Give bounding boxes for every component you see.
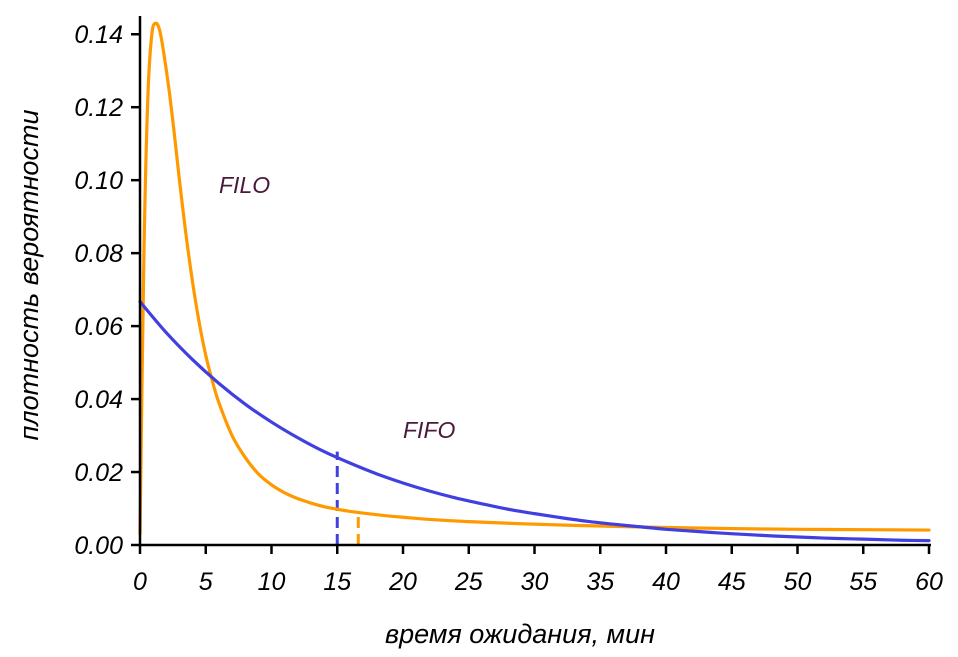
x-tick-label-60: 60 — [915, 568, 943, 596]
y-axis-title: плотность вероятности — [14, 110, 44, 441]
plot-area — [138, 21, 931, 545]
x-tick-label-50: 50 — [784, 568, 812, 596]
annotation-filo: FILO — [219, 172, 270, 198]
y-tick-label-1: 0.02 — [74, 459, 123, 487]
x-tick-label-35: 35 — [586, 568, 614, 596]
x-tick-label-45: 45 — [718, 568, 746, 596]
x-tick-label-0: 0 — [133, 568, 147, 596]
y-tick-label-7: 0.14 — [74, 21, 123, 49]
x-tick-label-15: 15 — [323, 568, 351, 596]
x-axis-title: время ожидания, мин — [385, 619, 655, 649]
x-tick-label-10: 10 — [258, 568, 286, 596]
y-tick-label-5: 0.10 — [74, 167, 123, 195]
x-tick-label-20: 20 — [388, 568, 417, 596]
series-line-fifo — [138, 300, 931, 543]
x-tick-label-5: 5 — [199, 568, 213, 596]
y-tick-label-3: 0.06 — [74, 313, 123, 341]
y-tick-label-4: 0.08 — [74, 240, 123, 268]
annotation-fifo: FIFO — [403, 417, 455, 443]
series-line-filo — [138, 21, 931, 536]
x-tick-label-25: 25 — [454, 568, 483, 596]
x-tick-label-30: 30 — [521, 568, 549, 596]
y-axis-ticks: 0.00 0.02 0.04 0.06 0.08 0.10 0.12 0.14 — [74, 21, 140, 560]
x-axis-ticks: 0 5 10 15 20 25 30 35 40 45 50 55 60 — [133, 545, 943, 596]
y-tick-label-6: 0.12 — [74, 94, 123, 122]
x-tick-label-55: 55 — [849, 568, 877, 596]
y-tick-label-2: 0.04 — [74, 386, 123, 414]
x-tick-label-40: 40 — [652, 568, 680, 596]
y-tick-label-0: 0.00 — [74, 532, 123, 560]
